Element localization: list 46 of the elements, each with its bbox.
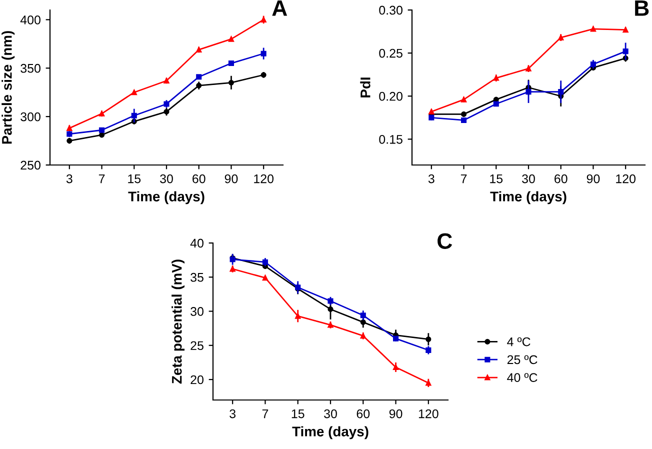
x-tick-label: 30: [324, 409, 337, 418]
x-tick-label: 90: [224, 174, 238, 184]
x-tick-label: 60: [356, 409, 370, 418]
x-tick-label: 3: [230, 409, 236, 418]
legend-label: 40 ºC: [507, 373, 538, 382]
y-tick-label: 35: [190, 272, 204, 282]
x-tick-label: 120: [254, 174, 274, 184]
x-tick-label: 60: [554, 174, 568, 184]
x-tick-label: 15: [292, 409, 304, 418]
legend-label: 25 ºC: [507, 355, 538, 364]
x-tick-label: 3: [428, 174, 434, 184]
x-tick-label: 90: [389, 409, 402, 418]
x-tick-label: 120: [418, 409, 438, 418]
x-tick-label: 3: [66, 174, 72, 184]
x-tick-label: 90: [586, 174, 600, 184]
x-tick-label: 120: [616, 174, 636, 184]
y-axis-title: Zeta potential (mV): [172, 260, 185, 384]
y-tick-label: 20: [190, 375, 204, 384]
y-tick-label: 0.20: [379, 92, 402, 101]
x-tick-label: 60: [192, 174, 206, 184]
x-tick-label: 15: [128, 174, 141, 184]
x-tick-label: 7: [460, 174, 467, 184]
y-tick-label: 400: [20, 15, 40, 24]
y-tick-label: 25: [190, 341, 204, 350]
x-tick-label: 30: [160, 174, 173, 184]
y-tick-label: 300: [20, 112, 40, 122]
legend-label: 4 ºC: [507, 337, 530, 346]
x-tick-label: 15: [490, 174, 503, 184]
x-axis-title: Time (days): [292, 426, 368, 440]
annotation: B: [635, 0, 649, 16]
annotation: C: [438, 233, 452, 249]
y-axis-title: Particle size (nm): [2, 31, 15, 144]
x-axis-title: Time (days): [128, 191, 204, 204]
x-axis-title: Time (days): [490, 191, 566, 204]
y-tick-label: 0.25: [379, 48, 402, 58]
y-tick-label: 0.15: [379, 134, 402, 144]
y-axis-title: PdI: [360, 78, 370, 98]
x-tick-label: 7: [262, 409, 268, 418]
y-tick-label: 250: [20, 160, 40, 170]
y-tick-label: 40: [190, 238, 204, 248]
y-tick-label: 30: [190, 307, 204, 316]
annotation: A: [272, 0, 288, 16]
x-tick-label: 7: [98, 174, 105, 184]
y-tick-label: 350: [20, 64, 40, 73]
x-tick-label: 30: [522, 174, 535, 184]
y-tick-label: 0.30: [379, 6, 402, 15]
